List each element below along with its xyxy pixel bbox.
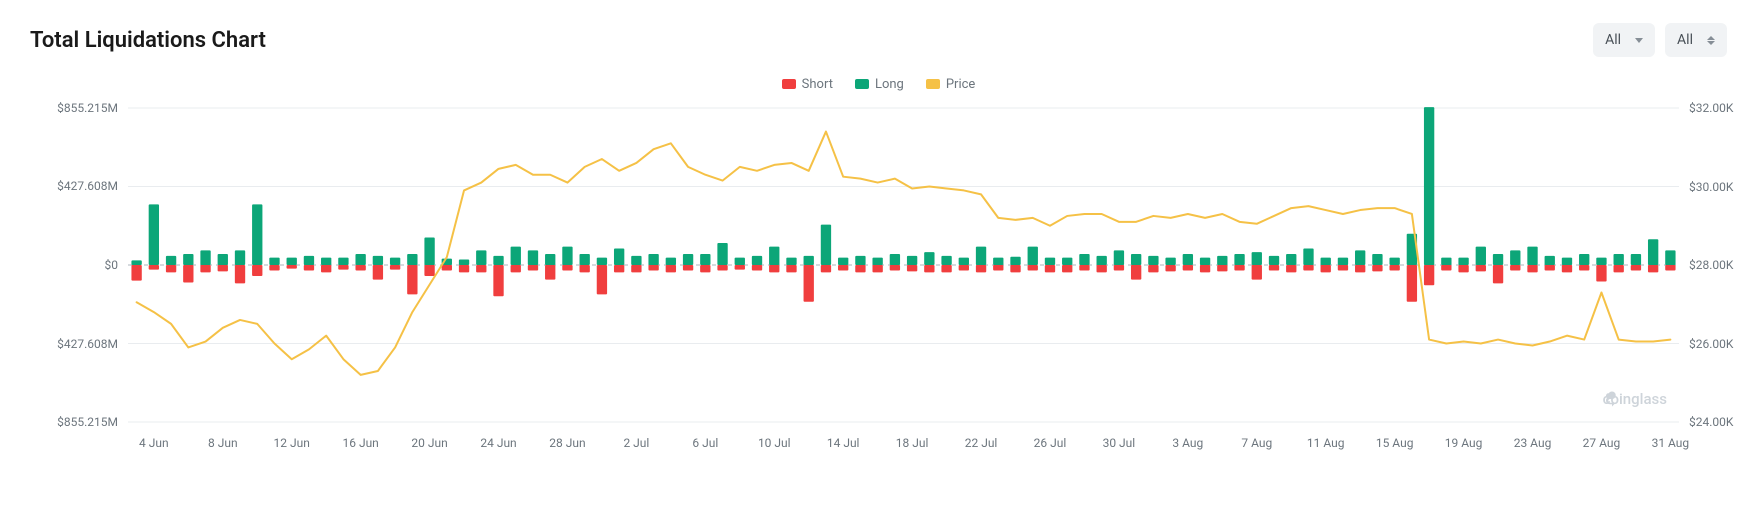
y-right-label: $28.00K: [1679, 258, 1733, 272]
chart-plot: coinglass $855.215M$427.608M$0$427.608M$…: [128, 108, 1679, 422]
x-axis-label: 19 Aug: [1445, 422, 1483, 450]
x-axis-label: 22 Jul: [965, 422, 998, 450]
period-dropdown-label: All: [1605, 32, 1621, 48]
x-axis-label: 2 Jul: [623, 422, 649, 450]
legend-long-label: Long: [875, 77, 904, 92]
period-dropdown[interactable]: All: [1593, 23, 1655, 57]
legend-price-label: Price: [946, 77, 975, 92]
legend-price-swatch: [926, 79, 940, 89]
header: Total Liquidations Chart All All: [30, 20, 1727, 60]
x-axis-label: 6 Jul: [692, 422, 718, 450]
x-axis-label: 23 Aug: [1514, 422, 1552, 450]
y-left-label: $855.215M: [57, 415, 128, 429]
coinglass-logo-icon: [1603, 390, 1621, 408]
y-right-label: $32.00K: [1679, 101, 1733, 115]
x-axis-label: 8 Jun: [208, 422, 238, 450]
y-right-label: $30.00K: [1679, 180, 1733, 194]
x-axis-label: 3 Aug: [1172, 422, 1203, 450]
controls: All All: [1593, 23, 1727, 57]
x-axis-label: 20 Jun: [411, 422, 447, 450]
y-left-label: $855.215M: [57, 101, 128, 115]
sort-icon: [1707, 36, 1715, 45]
chevron-down-icon: [1635, 38, 1643, 43]
y-left-label: $427.608M: [57, 337, 128, 351]
x-axis-label: 31 Aug: [1652, 422, 1690, 450]
x-axis-label: 30 Jul: [1103, 422, 1136, 450]
legend-short-label: Short: [802, 77, 833, 92]
x-axis-label: 26 Jul: [1034, 422, 1067, 450]
x-axis-label: 18 Jul: [896, 422, 929, 450]
liquidations-chart-card: Total Liquidations Chart All All Short L…: [0, 0, 1757, 512]
coin-dropdown[interactable]: All: [1665, 23, 1727, 57]
legend-short[interactable]: Short: [782, 77, 833, 92]
x-axis-label: 11 Aug: [1307, 422, 1345, 450]
x-axis-label: 24 Jun: [480, 422, 516, 450]
x-axis-label: 4 Jun: [139, 422, 169, 450]
coin-dropdown-label: All: [1677, 32, 1693, 48]
y-right-label: $26.00K: [1679, 337, 1733, 351]
legend: Short Long Price: [30, 74, 1727, 94]
legend-long-swatch: [855, 79, 869, 89]
x-axis-label: 10 Jul: [758, 422, 791, 450]
x-axis-label: 15 Aug: [1376, 422, 1414, 450]
x-axis-label: 28 Jun: [549, 422, 585, 450]
x-axis-label: 7 Aug: [1241, 422, 1272, 450]
chart-title: Total Liquidations Chart: [30, 28, 266, 53]
x-axis-label: 14 Jul: [827, 422, 860, 450]
chart-svg: [128, 108, 1679, 422]
legend-long[interactable]: Long: [855, 77, 904, 92]
legend-price[interactable]: Price: [926, 77, 975, 92]
legend-short-swatch: [782, 79, 796, 89]
watermark: coinglass: [1603, 390, 1667, 408]
x-axis-label: 16 Jun: [342, 422, 378, 450]
x-axis-label: 27 Aug: [1583, 422, 1621, 450]
y-left-label: $427.608M: [57, 179, 128, 193]
y-left-label: $0: [105, 258, 129, 272]
x-axis-label: 12 Jun: [274, 422, 310, 450]
